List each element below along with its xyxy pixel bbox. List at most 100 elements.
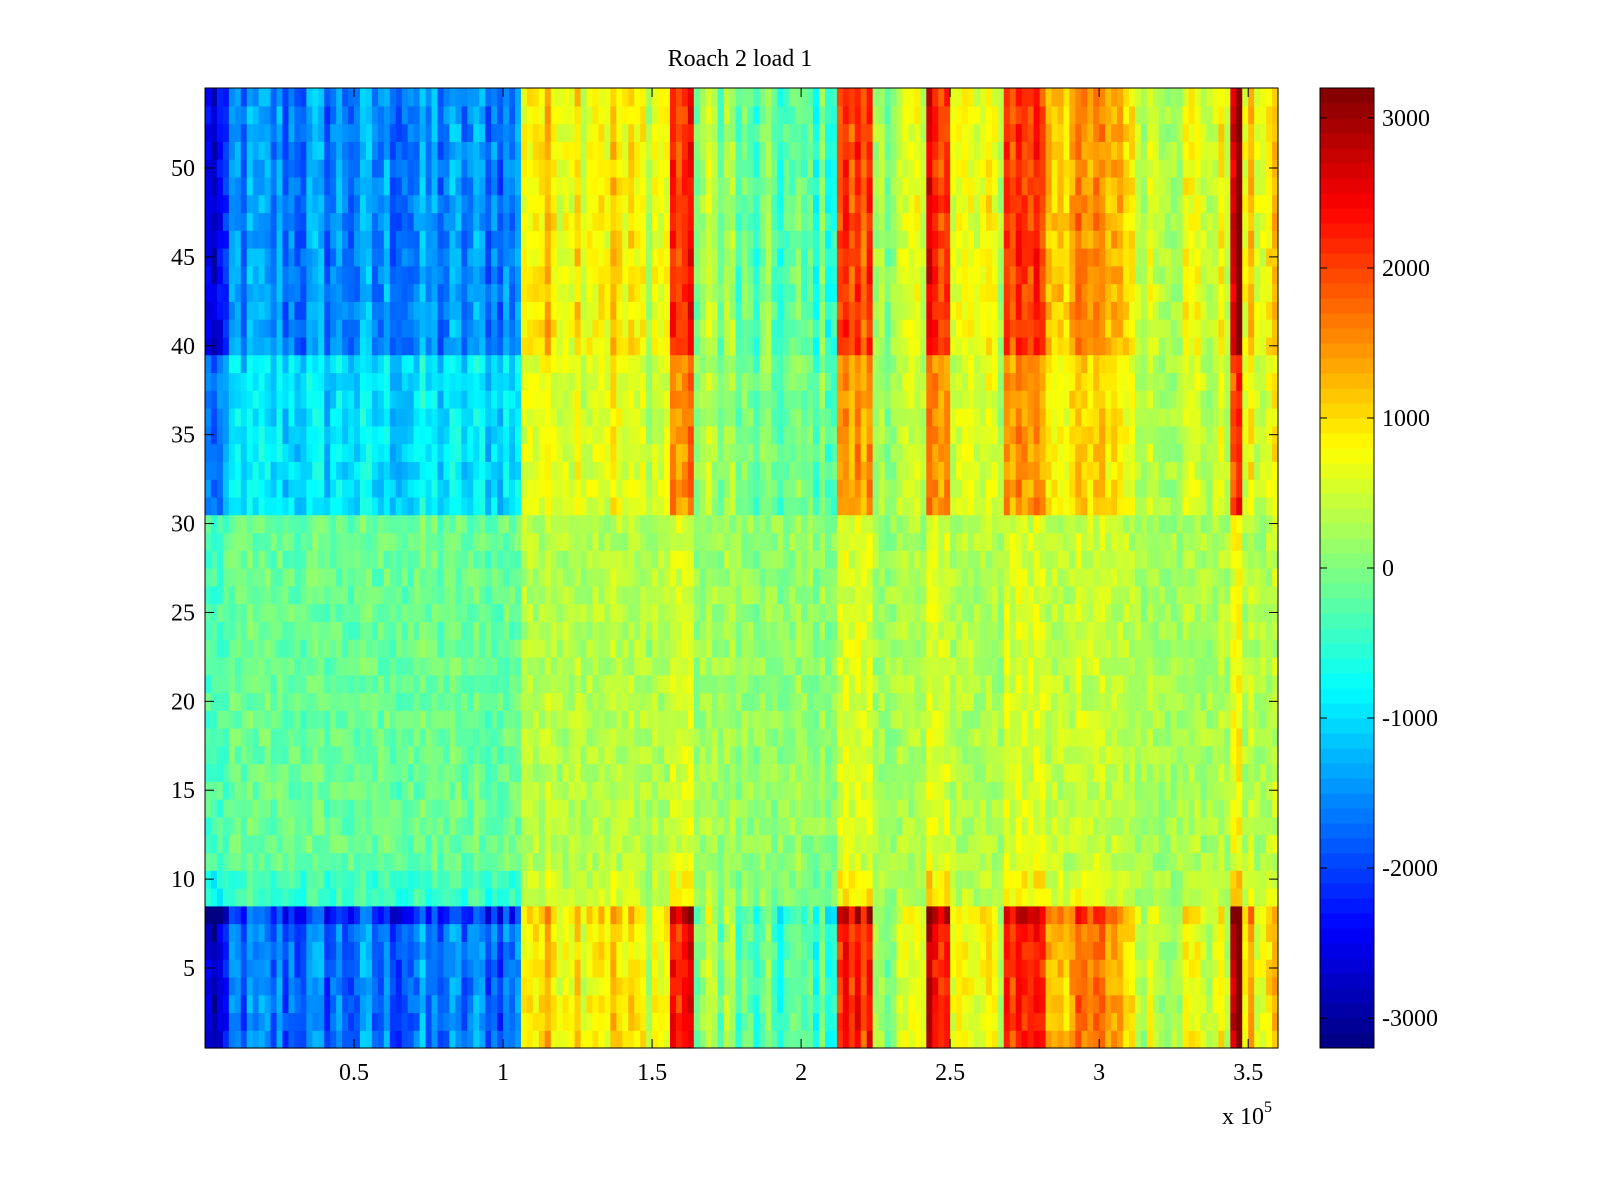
heatmap-cell (443, 621, 450, 640)
heatmap-cell (395, 745, 403, 765)
heatmap-cell (884, 870, 892, 889)
heatmap-cell (1254, 568, 1261, 587)
heatmap-cell (795, 976, 802, 996)
heatmap-cell (1039, 728, 1047, 747)
heatmap-cell (407, 728, 415, 747)
heatmap-cell (306, 763, 313, 782)
heatmap-cell (616, 816, 623, 836)
heatmap-cell (1117, 781, 1124, 800)
heatmap-cell (1134, 621, 1142, 640)
heatmap-cell (252, 781, 260, 800)
heatmap-cell (318, 905, 325, 925)
heatmap-cell (860, 852, 868, 871)
heatmap-cell (973, 834, 981, 854)
heatmap-cell (520, 656, 528, 676)
heatmap-cell (1218, 728, 1225, 747)
heatmap-cell (830, 656, 838, 676)
heatmap-cell (622, 763, 629, 782)
heatmap-cell (1099, 656, 1106, 676)
heatmap-cell (926, 568, 933, 587)
heatmap-cell (1057, 816, 1064, 836)
heatmap-cell (1063, 656, 1070, 676)
heatmap-cell (330, 994, 337, 1014)
heatmap-cell (652, 728, 659, 747)
heatmap-cell (747, 959, 755, 978)
heatmap-cell (532, 692, 540, 711)
heatmap-cell (699, 781, 707, 800)
heatmap-cell (640, 585, 647, 605)
heatmap-cell (783, 603, 790, 622)
heatmap-cell (950, 888, 957, 907)
heatmap-cell (509, 852, 516, 871)
heatmap-cell (222, 621, 230, 640)
heatmap-cell (562, 816, 570, 836)
heatmap-cell (765, 870, 772, 889)
heatmap-cell (890, 621, 898, 640)
heatmap-cell (610, 763, 617, 782)
heatmap-cell (979, 656, 987, 676)
heatmap-cell (359, 745, 367, 765)
heatmap-cell (985, 923, 993, 942)
heatmap-cell (1182, 888, 1190, 907)
heatmap-cell (300, 603, 307, 622)
heatmap-cell (1236, 781, 1243, 800)
heatmap-cell (312, 941, 319, 960)
heatmap-cell (753, 888, 760, 907)
heatmap-cell (514, 745, 522, 765)
heatmap-cell (628, 639, 635, 658)
heatmap-cell (264, 763, 272, 782)
heatmap-cell (580, 834, 588, 854)
heatmap-cell (336, 674, 343, 694)
heatmap-cell (1093, 763, 1100, 782)
heatmap-cell (1069, 639, 1076, 658)
heatmap-cell (294, 976, 301, 996)
heatmap-cell (288, 621, 296, 640)
heatmap-cell (1152, 941, 1160, 960)
heatmap-cell (1051, 834, 1059, 854)
heatmap-cell (1158, 656, 1166, 676)
heatmap-cell (437, 656, 445, 676)
heatmap-cell (342, 905, 349, 925)
heatmap-cell (580, 905, 588, 925)
heatmap-cell (1164, 834, 1172, 854)
heatmap-cell (246, 888, 254, 907)
heatmap-cell (1212, 692, 1219, 711)
heatmap-cell (950, 941, 957, 960)
heatmap-cell (1027, 781, 1035, 800)
heatmap-cell (1021, 603, 1029, 622)
heatmap-cell (1075, 585, 1082, 605)
heatmap-cell (729, 1030, 737, 1049)
heatmap-cell (365, 781, 373, 800)
heatmap-cell (813, 976, 820, 996)
heatmap-cell (598, 781, 605, 800)
heatmap-cell (413, 799, 421, 818)
heatmap-cell (407, 941, 415, 960)
heatmap-cell (1266, 745, 1273, 765)
heatmap-cell (956, 994, 963, 1014)
heatmap-cell (842, 639, 850, 658)
heatmap-cell (556, 799, 564, 818)
heatmap-cell (1111, 585, 1118, 605)
heatmap-cell (699, 656, 707, 676)
heatmap-cell (526, 1012, 534, 1031)
heatmap-cell (1075, 1012, 1082, 1031)
heatmap-cell (479, 976, 486, 996)
heatmap-cell (479, 710, 486, 729)
heatmap-cell (1128, 674, 1136, 694)
heatmap-cell (497, 763, 504, 782)
heatmap-cell (556, 852, 564, 871)
heatmap-cell (765, 585, 772, 605)
heatmap-cell (896, 745, 904, 765)
heatmap-cell (604, 994, 611, 1014)
heatmap-cell (234, 959, 242, 978)
heatmap-cell (908, 959, 915, 978)
heatmap-cell (252, 639, 260, 658)
heatmap-cell (711, 550, 719, 569)
heatmap-cell (610, 1012, 617, 1031)
heatmap-cell (383, 639, 391, 658)
heatmap-cell (1105, 603, 1112, 622)
heatmap-cell (407, 976, 415, 996)
heatmap-cell (640, 905, 647, 925)
heatmap-cell (365, 870, 373, 889)
heatmap-cell (240, 621, 248, 640)
